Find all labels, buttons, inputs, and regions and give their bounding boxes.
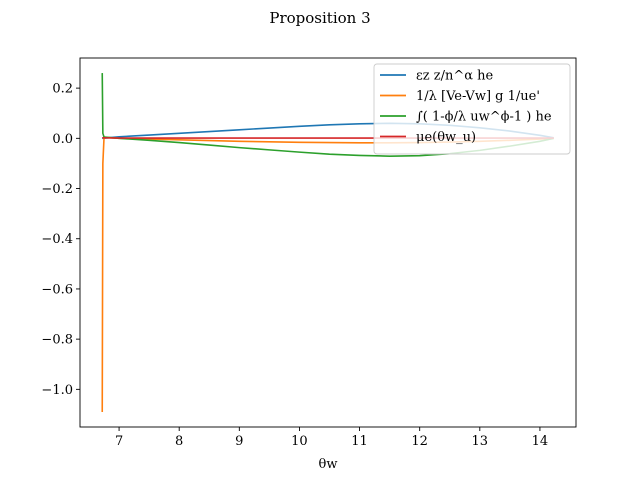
- y-tick-label: −0.6: [41, 282, 73, 297]
- legend: εz z/n^α he 1/λ [Ve-Vw] g 1/ue' ∫( 1-ϕ/λ u…: [373, 63, 571, 155]
- axes: 7 8 9 10 11 12 13 14 0.2 0.0 −0.2 −0.4 −0.6 −0.8 −1.0: [41, 57, 577, 449]
- y-tick-label: −0.4: [41, 232, 73, 247]
- legend-label-3: ∫( 1-ϕ/λ uw^ϕ-1 ) he: [416, 110, 552, 125]
- x-tick-label: 7: [115, 434, 123, 449]
- x-tick-label: 10: [291, 434, 308, 449]
- y-tick-label: 0.0: [52, 132, 73, 147]
- y-tick-label: −0.2: [41, 182, 73, 197]
- legend-label-1: εz z/n^α he: [416, 69, 493, 84]
- chart-title: Proposition 3: [269, 9, 370, 27]
- y-tick-label: 0.2: [52, 82, 73, 97]
- x-tick-label: 8: [175, 434, 183, 449]
- legend-box: [373, 63, 571, 155]
- x-tick-label: 9: [235, 434, 243, 449]
- x-tick-label: 11: [351, 434, 368, 449]
- series-line-2: [101, 136, 554, 412]
- legend-label-2: 1/λ [Ve-Vw] g 1/ue': [416, 89, 540, 104]
- x-tick-label: 12: [411, 434, 428, 449]
- x-tick-label: 14: [532, 434, 549, 449]
- y-tick-label: −0.8: [41, 333, 73, 348]
- x-axis-label: θw: [319, 457, 338, 472]
- y-tick-label: −1.0: [41, 383, 73, 398]
- x-tick-label: 13: [472, 434, 489, 449]
- plot-frame: [79, 57, 577, 428]
- legend-label-4: μe(θw_u): [416, 130, 476, 145]
